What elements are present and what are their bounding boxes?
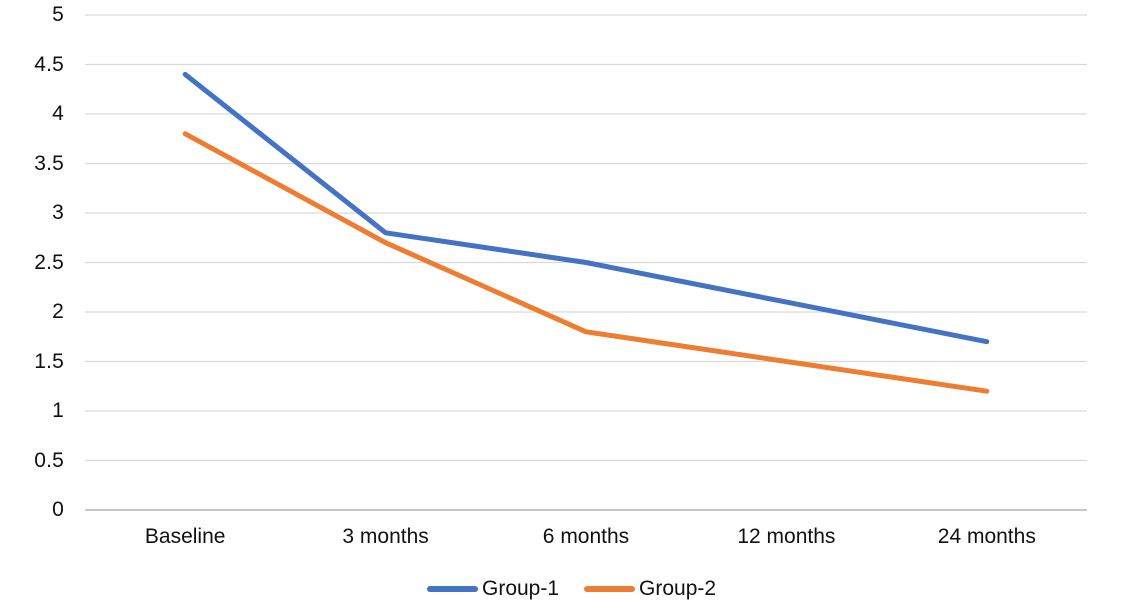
- series-line-group-2: [182, 131, 990, 394]
- y-tick-label: 4: [52, 102, 64, 125]
- legend-item-group-1: Group-1: [427, 576, 559, 601]
- legend-marker-group-2: [584, 585, 636, 592]
- y-tick-label: 5: [52, 3, 64, 26]
- y-tick-label: 2: [52, 300, 64, 323]
- y-tick-label: 4.5: [34, 52, 64, 76]
- x-tick-label: 24 months: [937, 525, 1036, 548]
- legend-marker-group-1: [427, 585, 478, 592]
- x-tick-label: Baseline: [144, 525, 226, 548]
- y-tick-label: 1.5: [34, 349, 64, 373]
- series-line-group-1: [182, 71, 990, 345]
- legend-label: Group-1: [482, 577, 560, 600]
- y-tick-label: 0.5: [34, 448, 64, 472]
- y-tick-label: 0: [52, 498, 64, 521]
- legend-item-group-2: Group-2: [584, 576, 716, 601]
- legend: Group-1 Group-2: [427, 576, 716, 601]
- y-tick-label: 2.5: [34, 250, 64, 274]
- y-tick-label: 3: [52, 201, 64, 224]
- x-tick-label: 12 months: [737, 525, 836, 548]
- x-tick-label: 6 months: [542, 525, 630, 548]
- x-tick-label: 3 months: [342, 525, 429, 548]
- y-tick-label: 1: [52, 399, 64, 422]
- y-tick-label: 3.5: [34, 151, 64, 175]
- legend-label: Group-2: [639, 577, 717, 600]
